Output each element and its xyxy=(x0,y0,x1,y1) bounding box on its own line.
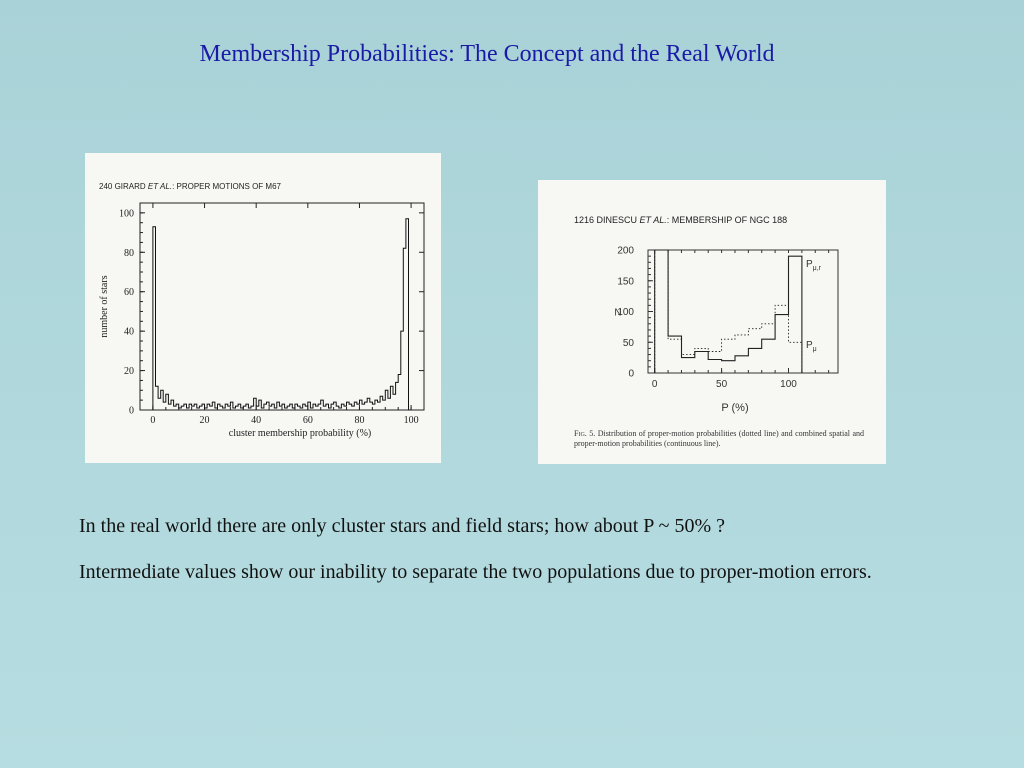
dinescu-series-label-p-mu-r: Pμ,r xyxy=(806,259,822,272)
dinescu-y-tick-label: 150 xyxy=(617,276,634,287)
slide-title: Membership Probabilities: The Concept an… xyxy=(199,41,775,67)
girard-x-tick-label: 60 xyxy=(303,415,313,426)
dinescu-x-tick-label: 0 xyxy=(652,379,658,390)
paragraph-intermediate-values: Intermediate values show our inability t… xyxy=(79,561,872,583)
girard-x-axis-label: cluster membership probability (%) xyxy=(229,428,371,439)
girard-y-tick-label: 20 xyxy=(124,366,134,377)
dinescu-figure-caption: Fig. 5. Distribution of proper-motion pr… xyxy=(574,429,864,448)
dinescu-histogram-svg: 1216 DINESCU ET AL.: MEMBERSHIP OF NGC 1… xyxy=(574,215,864,448)
dinescu-series-p-mu xyxy=(654,249,803,373)
girard-y-axis-label: number of stars xyxy=(99,275,110,337)
dinescu-series-p-mu-r xyxy=(654,249,803,373)
girard-m67-histogram-figure: 240 GIRARD ET AL.: PROPER MOTIONS OF M67… xyxy=(85,153,441,463)
dinescu-y-tick-label: 100 xyxy=(617,307,634,318)
dinescu-ngc188-histogram-figure: 1216 DINESCU ET AL.: MEMBERSHIP OF NGC 1… xyxy=(538,180,886,464)
girard-y-tick-label: 100 xyxy=(119,208,134,219)
girard-plot-frame xyxy=(139,202,425,411)
girard-y-tick-label: 60 xyxy=(124,287,134,298)
dinescu-series-label-p-mu: Pμ xyxy=(806,340,817,353)
girard-x-tick-label: 0 xyxy=(150,415,155,426)
girard-x-tick-label: 40 xyxy=(251,415,261,426)
dinescu-x-axis-label: P (%) xyxy=(721,402,748,414)
girard-x-tick-label: 80 xyxy=(354,415,364,426)
girard-y-tick-label: 40 xyxy=(124,327,134,338)
girard-y-tick-label: 80 xyxy=(124,248,134,259)
dinescu-figure-header: 1216 DINESCU ET AL.: MEMBERSHIP OF NGC 1… xyxy=(574,215,787,225)
girard-histogram-svg: 240 GIRARD ET AL.: PROPER MOTIONS OF M67… xyxy=(99,182,425,439)
girard-histogram-series xyxy=(152,218,412,411)
dinescu-y-tick-label: 50 xyxy=(623,338,635,349)
dinescu-x-tick-label: 100 xyxy=(780,379,797,390)
girard-x-tick-label: 100 xyxy=(404,415,419,426)
dinescu-caption-text: Distribution of proper-motion probabilit… xyxy=(574,429,864,448)
girard-figure-header: 240 GIRARD ET AL.: PROPER MOTIONS OF M67 xyxy=(99,182,282,191)
dinescu-caption-lead: Fig. 5. xyxy=(574,429,598,438)
dinescu-y-axis-label: N xyxy=(614,308,621,319)
paragraph-cluster-vs-field: In the real world there are only cluster… xyxy=(79,515,725,537)
dinescu-y-tick-label: 0 xyxy=(628,369,634,380)
dinescu-x-tick-label: 50 xyxy=(716,379,728,390)
girard-y-tick-label: 0 xyxy=(129,406,134,417)
girard-x-tick-label: 20 xyxy=(200,415,210,426)
dinescu-y-tick-label: 200 xyxy=(617,246,634,257)
